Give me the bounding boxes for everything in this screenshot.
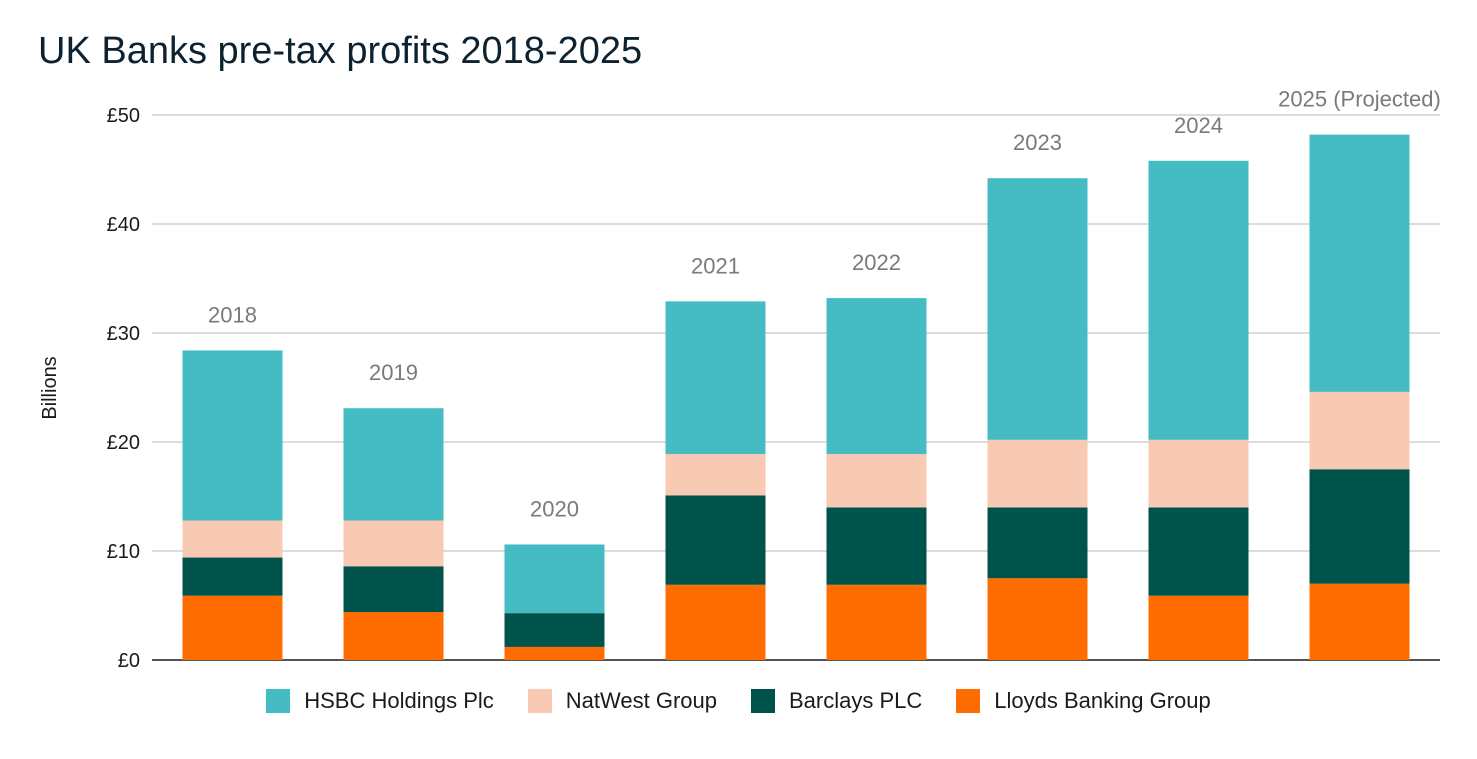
bar-segment [826, 298, 927, 454]
bar-segment [182, 520, 283, 558]
category-label: 2020 [530, 496, 579, 521]
legend-item: HSBC Holdings Plc [266, 688, 494, 714]
bar-stack [987, 178, 1088, 660]
legend-swatch [956, 689, 981, 713]
bar-segment [826, 584, 927, 660]
y-axis-ticks: £0 £10 £20 £30 £40 £50 [107, 105, 140, 672]
bar-segment [1148, 439, 1249, 508]
bar-segment [343, 566, 444, 613]
bar-segment [343, 612, 444, 660]
category-label: 2024 [1174, 113, 1223, 138]
legend-item: Lloyds Banking Group [956, 688, 1211, 714]
bar-segment [665, 453, 766, 496]
y-axis-label: Billions [39, 356, 61, 419]
legend-item: NatWest Group [527, 688, 717, 714]
bar-segment [987, 178, 1088, 440]
y-tick-label: £10 [107, 541, 140, 563]
bar-stack [1309, 134, 1410, 660]
bar-segment [826, 507, 927, 585]
legend-label: Barclays PLC [788, 688, 923, 713]
bar-segment [343, 520, 444, 567]
category-label: 2022 [852, 250, 901, 275]
bar-stack [343, 408, 444, 660]
bar-segment [504, 544, 605, 614]
category-label: 2021 [691, 253, 740, 278]
bar-segment [182, 350, 283, 521]
bars [182, 134, 1410, 660]
chart-title: UK Banks pre-tax profits 2018-2025 [38, 30, 643, 72]
bar-segment [182, 595, 283, 660]
y-tick-label: £0 [118, 650, 140, 672]
bar-segment [665, 495, 766, 585]
bar-segment [826, 453, 927, 508]
legend-label: HSBC Holdings Plc [304, 688, 494, 713]
bar-segment [665, 584, 766, 660]
legend-swatch [266, 689, 291, 713]
bar-stack [665, 301, 766, 660]
legend: HSBC Holdings Plc NatWest Group Barclays P… [0, 688, 1477, 714]
y-tick-label: £40 [107, 214, 140, 236]
legend-swatch [527, 689, 552, 713]
category-label: 2023 [1013, 130, 1062, 155]
legend-label: NatWest Group [565, 688, 717, 713]
category-label: 2018 [208, 302, 257, 327]
bar-segment [504, 613, 605, 647]
bar-stack [504, 544, 605, 660]
bar-segment [1148, 595, 1249, 660]
bar-stack [182, 350, 283, 660]
bar-segment [987, 507, 1088, 579]
category-label: 2019 [369, 360, 418, 385]
bar-stack [826, 298, 927, 660]
bar-segment [1309, 469, 1410, 584]
bar-segment [1309, 134, 1410, 392]
bar-segment [504, 646, 605, 660]
y-tick-label: £50 [107, 105, 140, 127]
category-labels: 2018 2019 2020 2021 2022 2023 2024 2025 (Projec… [208, 87, 1441, 522]
bar-segment [1148, 507, 1249, 596]
y-tick-label: £30 [107, 323, 140, 345]
legend-label: Lloyds Banking Group [994, 688, 1211, 713]
bar-segment [1309, 583, 1410, 660]
y-tick-label: £20 [107, 432, 140, 454]
category-label: 2025 (Projected) [1278, 87, 1441, 112]
bar-segment [987, 578, 1088, 660]
legend-swatch [750, 689, 775, 713]
bar-segment [1148, 160, 1249, 440]
bar-segment [665, 301, 766, 454]
bar-segment [987, 439, 1088, 508]
bar-segment [1309, 391, 1410, 470]
bar-segment [343, 408, 444, 521]
bar-segment [182, 557, 283, 596]
legend-item: Barclays PLC [750, 688, 923, 714]
bar-stack [1148, 160, 1249, 660]
